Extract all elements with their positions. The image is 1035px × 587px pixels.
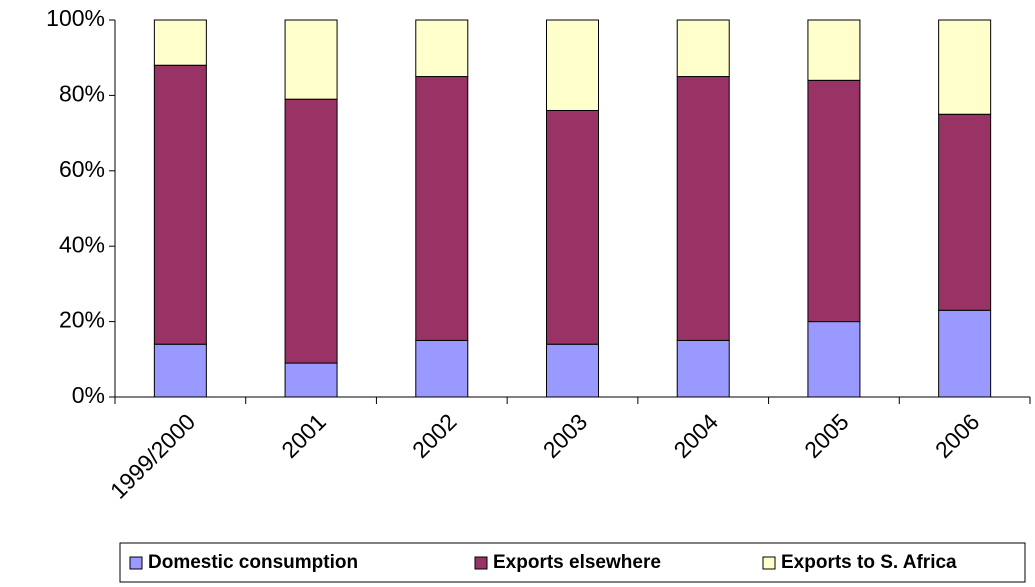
y-tick-label: 0% [72,382,105,408]
x-tick-label: 2002 [407,408,462,463]
bar-segment [546,19,599,111]
x-tick-label: 1999/2000 [105,408,200,503]
bar-segment [807,321,861,398]
bar-segment [153,19,207,66]
x-tick-label: 2003 [538,408,593,463]
y-tick-label: 60% [59,156,105,182]
x-tick-label: 2006 [930,408,985,463]
bar-segment [153,64,207,345]
legend-label: Domestic consumption [148,552,358,573]
bar-segment [676,339,730,398]
y-tick-label: 80% [59,80,105,106]
y-tick-label: 40% [59,231,105,257]
legend-swatch [474,556,488,570]
x-tick-label: 2005 [799,408,854,463]
bar-segment [546,343,599,398]
legend-swatch [762,556,776,570]
y-tick-label: 20% [59,307,105,333]
legend-label: Exports elsewhere [493,552,661,573]
bar-segment [284,362,338,398]
bar-segment [415,76,469,341]
x-tick-label: 2004 [668,408,723,463]
bar-segment [807,79,861,323]
bar-segment [938,113,992,311]
legend-label: Exports to S. Africa [781,552,957,573]
bar-segment [676,76,730,341]
x-tick-label: 2001 [276,408,331,463]
y-tick-label: 100% [46,5,105,31]
bar-segment [153,343,207,398]
bar-segment [284,98,338,364]
bar-segment [676,19,730,78]
legend-swatch [129,556,143,570]
bar-segment [415,339,469,398]
bar-segment [938,309,992,398]
bar-segment [546,109,599,345]
bar-segment [938,19,992,115]
bar-segment [807,19,861,81]
legend-box [119,542,1026,583]
bar-segment [415,19,469,78]
bar-segment [284,19,338,100]
